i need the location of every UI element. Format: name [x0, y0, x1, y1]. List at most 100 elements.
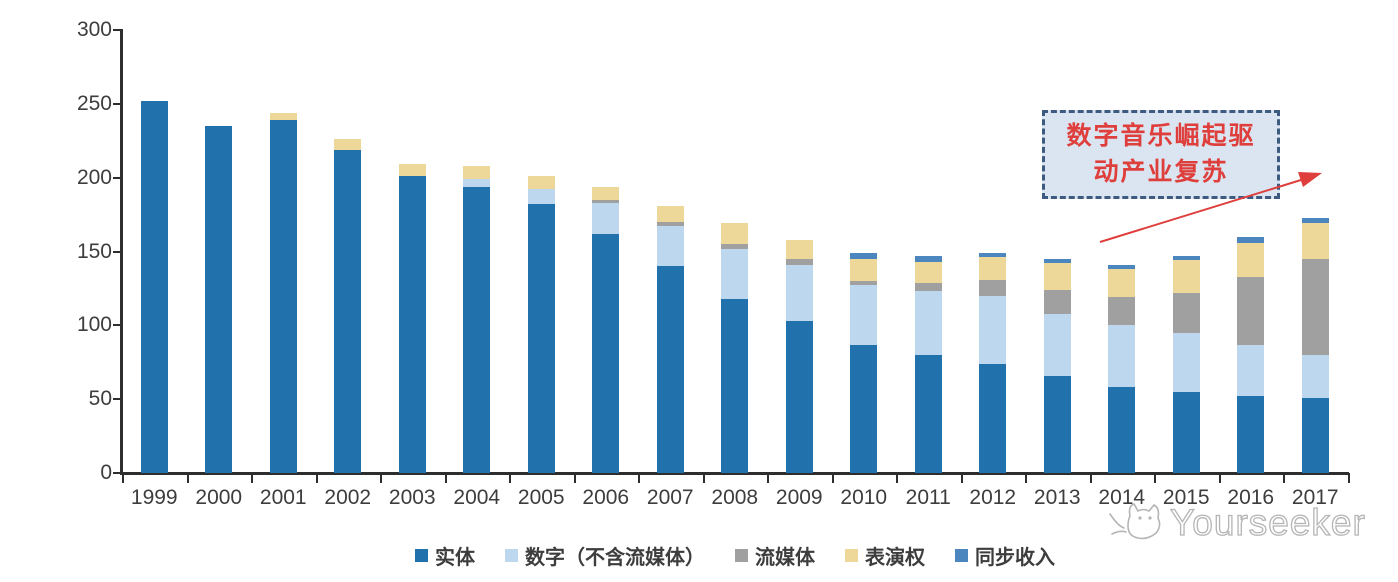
- bar-segment-2013-流媒体: [1043, 289, 1071, 314]
- legend-swatch-icon: [845, 549, 858, 562]
- x-axis-tick-mark: [251, 473, 253, 483]
- x-axis-label-2010: 2010: [840, 486, 888, 509]
- x-axis-label-2013: 2013: [1033, 486, 1081, 509]
- bar-segment-2000-实体: [205, 125, 233, 473]
- legend-swatch-icon: [955, 549, 968, 562]
- bar-segment-2004-实体: [463, 186, 491, 473]
- bar-segment-2012-表演权: [979, 257, 1007, 280]
- bar-2017: [1301, 0, 1329, 473]
- bar-segment-2014-表演权: [1108, 269, 1136, 298]
- bar-segment-2015-表演权: [1172, 260, 1200, 293]
- bar-segment-2012-实体: [979, 363, 1007, 473]
- bar-2006: [592, 0, 620, 473]
- bar-segment-2007-数字（不含流媒体）: [656, 226, 684, 267]
- x-axis-tick-mark: [1089, 473, 1092, 483]
- y-axis-tick-label: 100: [76, 313, 112, 337]
- x-axis-tick-mark: [122, 473, 124, 483]
- x-axis-label-2003: 2003: [388, 486, 436, 509]
- bar-segment-2015-同步收入: [1172, 255, 1200, 261]
- x-axis-label-2002: 2002: [324, 486, 372, 509]
- annotation-callout: 数字音乐崛起驱 动产业复苏: [1042, 110, 1280, 199]
- legend-item-同步收入: 同步收入: [955, 541, 1055, 570]
- bar-segment-2015-实体: [1172, 391, 1200, 473]
- y-axis-tick-label: 250: [76, 91, 112, 115]
- watermark: Yourseeker: [1108, 500, 1388, 548]
- bar-2008: [721, 0, 749, 473]
- bar-segment-2014-实体: [1108, 387, 1136, 473]
- bar-segment-2009-数字（不含流媒体）: [785, 264, 813, 321]
- bar-segment-2007-流媒体: [656, 221, 684, 227]
- x-axis-tick-mark: [831, 473, 834, 483]
- bar-2000: [205, 0, 233, 473]
- bar-segment-2012-流媒体: [979, 279, 1007, 296]
- bar-segment-2005-表演权: [527, 176, 555, 190]
- y-axis-tick-mark: [113, 398, 122, 401]
- bar-segment-2004-表演权: [463, 165, 491, 180]
- bar-segment-2011-流媒体: [914, 282, 942, 292]
- bar-segment-2017-数字（不含流媒体）: [1301, 354, 1329, 398]
- bar-segment-2005-数字（不含流媒体）: [527, 189, 555, 205]
- bar-segment-2015-数字（不含流媒体）: [1172, 332, 1200, 392]
- x-axis-tick-mark: [573, 473, 576, 483]
- y-axis-tick-mark: [113, 472, 122, 474]
- legend-label: 同步收入: [975, 547, 1055, 569]
- bar-segment-2002-表演权: [334, 139, 362, 150]
- bar-segment-2015-流媒体: [1172, 292, 1200, 333]
- x-axis-label-2001: 2001: [259, 486, 307, 509]
- bar-segment-2010-数字（不含流媒体）: [850, 285, 878, 345]
- bar-segment-2006-流媒体: [592, 199, 620, 203]
- legend-label: 流媒体: [755, 547, 815, 569]
- bar-segment-2006-实体: [592, 233, 620, 473]
- bar-2015: [1172, 0, 1200, 473]
- bar-segment-2016-实体: [1237, 396, 1265, 473]
- bar-2002: [334, 0, 362, 473]
- bar-segment-2017-实体: [1301, 397, 1329, 473]
- bar-segment-2010-实体: [850, 344, 878, 473]
- bar-segment-2012-数字（不含流媒体）: [979, 295, 1007, 364]
- bar-segment-2016-同步收入: [1237, 236, 1265, 243]
- x-axis-tick-mark: [444, 473, 447, 483]
- legend: 实体 数字（不含流媒体） 流媒体 表演权 同步收入: [122, 541, 1348, 570]
- bar-2007: [656, 0, 684, 473]
- x-axis-label-2011: 2011: [905, 486, 951, 509]
- bar-2011: [914, 0, 942, 473]
- bar-segment-1999-实体: [140, 100, 168, 473]
- bar-segment-2014-流媒体: [1108, 297, 1136, 326]
- bar-segment-2011-表演权: [914, 261, 942, 283]
- bar-segment-2008-实体: [721, 298, 749, 473]
- x-axis-label-2005: 2005: [517, 486, 565, 509]
- legend-item-数字（不含流媒体）: 数字（不含流媒体）: [505, 541, 705, 570]
- y-axis-tick-label: 150: [76, 239, 112, 263]
- x-axis-label-2000: 2000: [195, 486, 243, 509]
- legend-item-表演权: 表演权: [845, 541, 925, 570]
- x-axis-tick-mark: [960, 473, 963, 483]
- x-axis-label-1999: 1999: [130, 486, 178, 509]
- x-axis-tick-mark: [1347, 473, 1350, 483]
- bar-segment-2010-表演权: [850, 258, 878, 282]
- bar-segment-2003-实体: [398, 176, 426, 473]
- y-axis-tick-mark: [113, 102, 122, 105]
- bar-segment-2016-数字（不含流媒体）: [1237, 344, 1265, 397]
- x-axis-label-2008: 2008: [711, 486, 759, 509]
- legend-swatch-icon: [415, 549, 428, 562]
- y-axis-tick-label: 0: [100, 461, 112, 484]
- bar-2003: [398, 0, 426, 473]
- y-axis-tick-label: 300: [76, 18, 112, 41]
- x-axis-tick-mark: [767, 473, 769, 483]
- legend-label: 数字（不含流媒体）: [525, 547, 705, 569]
- bar-segment-2007-实体: [656, 266, 684, 473]
- legend-item-实体: 实体: [415, 541, 475, 570]
- bar-segment-2010-同步收入: [850, 252, 878, 259]
- bar-2012: [979, 0, 1007, 473]
- x-axis-label-2007: 2007: [646, 486, 694, 509]
- bar-segment-2009-表演权: [785, 239, 813, 259]
- x-axis-label-2004: 2004: [453, 486, 501, 509]
- bar-1999: [140, 0, 168, 473]
- annotation-text-line2: 动产业复苏: [1093, 158, 1229, 186]
- bar-2016: [1237, 0, 1265, 473]
- bar-segment-2013-数字（不含流媒体）: [1043, 313, 1071, 376]
- bar-segment-2008-数字（不含流媒体）: [721, 248, 749, 299]
- x-axis-tick-mark: [186, 473, 189, 483]
- bar-segment-2013-实体: [1043, 375, 1071, 473]
- legend-item-流媒体: 流媒体: [735, 541, 815, 570]
